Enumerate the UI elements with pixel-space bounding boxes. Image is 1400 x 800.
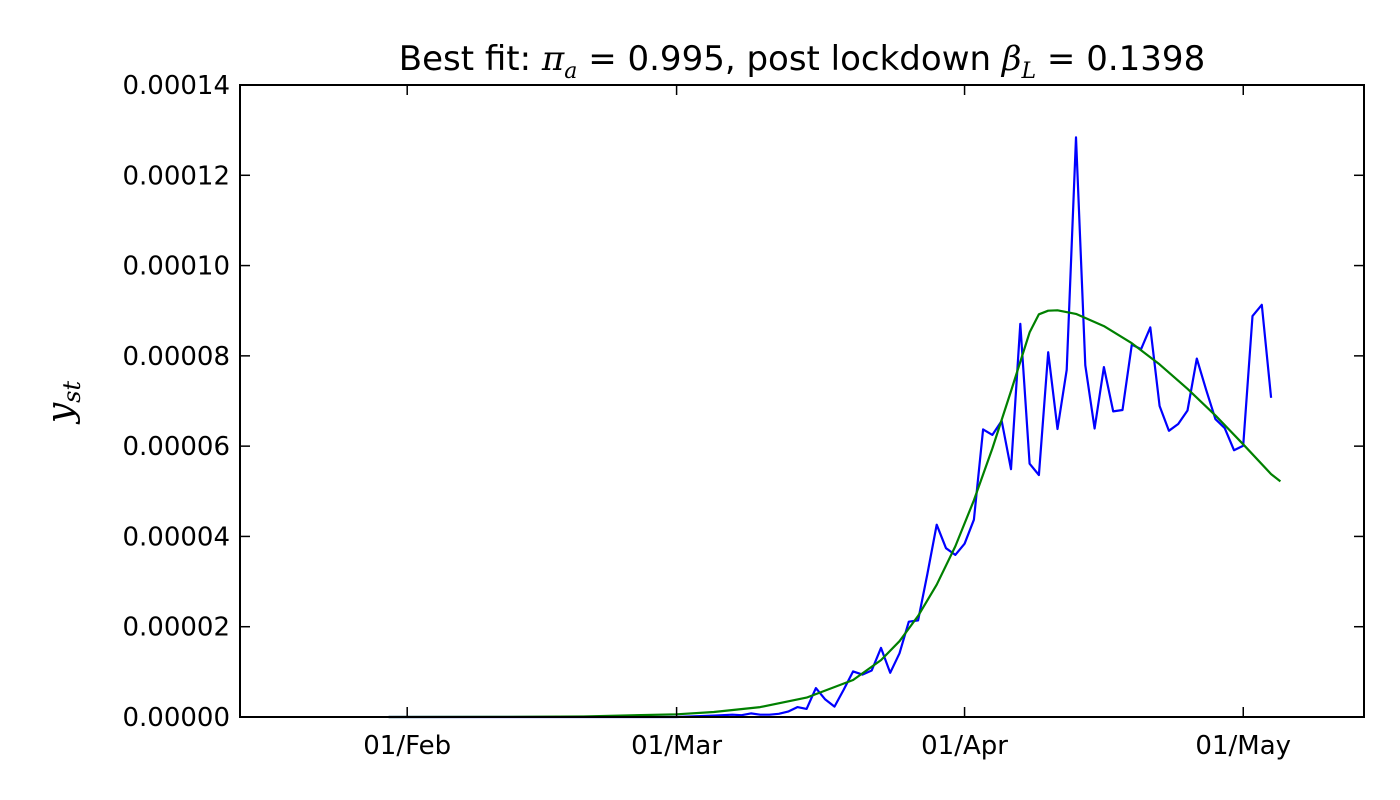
y-tick-label: 0.00000 bbox=[122, 703, 230, 733]
title-pi-subscript: a bbox=[564, 59, 577, 84]
x-tick-label: 01/Mar bbox=[631, 731, 722, 761]
chart-title: Best fit: πa = 0.995, post lockdown βL =… bbox=[399, 39, 1205, 84]
series-line-2 bbox=[388, 309, 1282, 719]
y-axis-label: yst bbox=[40, 380, 86, 425]
x-tick-label: 01/May bbox=[1195, 731, 1291, 761]
title-beta-symbol: β bbox=[1000, 39, 1022, 79]
y-tick-label: 0.00014 bbox=[122, 71, 230, 101]
y-tick-label: 0.00010 bbox=[122, 252, 230, 282]
ticks-layer: 0.00000 0.00002 0.00004 0.00006 0.00008 0.000… bbox=[122, 71, 1364, 761]
title-prefix: Best fit: bbox=[399, 39, 542, 79]
plot-frame bbox=[239, 84, 1365, 718]
y-tick-label: 0.00006 bbox=[122, 432, 230, 462]
x-tick-label: 01/Feb bbox=[363, 731, 451, 761]
title-pi-value: = 0.995, post lockdown bbox=[577, 39, 1001, 79]
series-line-1 bbox=[388, 136, 1273, 719]
y-axis-label-subscript: st bbox=[58, 380, 86, 402]
y-tick-label: 0.00012 bbox=[122, 161, 230, 191]
series-layer bbox=[388, 136, 1282, 719]
y-tick-label: 0.00004 bbox=[122, 522, 230, 552]
y-tick-label: 0.00008 bbox=[122, 342, 230, 372]
title-beta-subscript: L bbox=[1021, 59, 1037, 84]
y-tick-label: 0.00002 bbox=[122, 613, 230, 643]
title-beta-value: = 0.1398 bbox=[1036, 39, 1205, 79]
title-pi-symbol: π bbox=[541, 39, 565, 79]
y-axis-label-main: y bbox=[40, 402, 81, 425]
x-tick-label: 01/Apr bbox=[921, 731, 1008, 761]
